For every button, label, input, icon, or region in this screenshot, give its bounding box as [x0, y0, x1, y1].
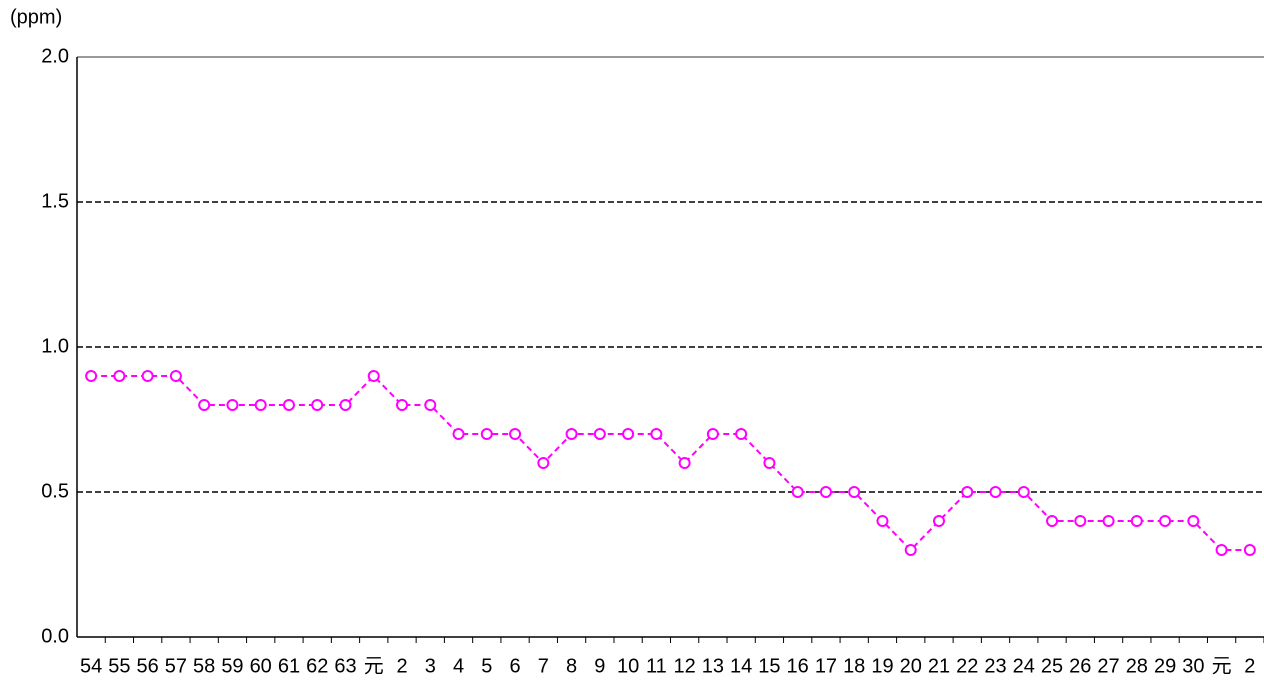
x-tick-label: 8 [566, 655, 577, 677]
data-point [819, 486, 832, 498]
data-point [226, 399, 239, 411]
x-tick-label: 23 [984, 655, 1006, 677]
x-tick-label: 13 [702, 655, 724, 677]
data-point [141, 370, 154, 382]
data-point [85, 370, 98, 382]
data-point [339, 399, 352, 411]
data-point [989, 486, 1002, 498]
data-point [282, 399, 295, 411]
y-tick-label: 0.0 [41, 625, 69, 647]
data-point [876, 515, 889, 527]
data-point [1102, 515, 1115, 527]
data-point [113, 370, 126, 382]
data-point [452, 428, 465, 440]
data-point [791, 486, 804, 498]
x-tick-label: 4 [453, 655, 464, 677]
data-point [1243, 544, 1256, 556]
x-tick-label: 18 [843, 655, 865, 677]
data-point [537, 457, 550, 469]
data-point [1046, 515, 1059, 527]
x-tick-label: 57 [165, 655, 187, 677]
data-point [678, 457, 691, 469]
x-tick-label: 19 [871, 655, 893, 677]
x-tick-label: 17 [815, 655, 837, 677]
x-tick-label: 21 [928, 655, 950, 677]
y-tick-label: 2.0 [41, 45, 69, 67]
x-tick-label: 63 [334, 655, 356, 677]
x-tick-label: 2 [396, 655, 407, 677]
y-tick-label: 0.5 [41, 480, 69, 502]
y-axis-label: (ppm) [10, 6, 62, 28]
data-point [565, 428, 578, 440]
x-tick-label: 9 [594, 655, 605, 677]
data-point [367, 370, 380, 382]
x-tick-label: 28 [1126, 655, 1148, 677]
x-tick-label: 24 [1013, 655, 1035, 677]
data-point [706, 428, 719, 440]
data-point [311, 399, 324, 411]
x-tick-label: 60 [250, 655, 272, 677]
data-point [593, 428, 606, 440]
y-tick-label: 1.0 [41, 335, 69, 357]
data-point [904, 544, 917, 556]
x-tick-label: 59 [221, 655, 243, 677]
x-tick-label: 22 [956, 655, 978, 677]
data-point [198, 399, 211, 411]
y-tick-label: 1.5 [41, 190, 69, 212]
x-tick-label: 元 [364, 655, 384, 677]
x-tick-label: 6 [509, 655, 520, 677]
x-tick-label: 58 [193, 655, 215, 677]
x-tick-label: 7 [538, 655, 549, 677]
data-point [1215, 544, 1228, 556]
x-tick-label: 15 [758, 655, 780, 677]
x-tick-label: 26 [1069, 655, 1091, 677]
x-tick-label: 27 [1097, 655, 1119, 677]
data-point [763, 457, 776, 469]
x-tick-label: 55 [108, 655, 130, 677]
x-tick-label: 3 [425, 655, 436, 677]
data-point [1187, 515, 1200, 527]
x-tick-label: 12 [674, 655, 696, 677]
data-point [1159, 515, 1172, 527]
data-point [1017, 486, 1030, 498]
x-tick-label: 62 [306, 655, 328, 677]
data-point [254, 399, 267, 411]
data-point [932, 515, 945, 527]
x-tick-label: 54 [80, 655, 102, 677]
data-point [1074, 515, 1087, 527]
x-tick-label: 25 [1041, 655, 1063, 677]
data-point [848, 486, 861, 498]
data-point [396, 399, 409, 411]
data-point [169, 370, 182, 382]
data-point [424, 399, 437, 411]
x-tick-label: 10 [617, 655, 639, 677]
data-point [509, 428, 522, 440]
x-tick-label: 元 [1212, 655, 1232, 677]
x-tick-label: 61 [278, 655, 300, 677]
data-point [480, 428, 493, 440]
x-tick-label: 11 [646, 655, 667, 677]
x-tick-label: 56 [137, 655, 159, 677]
x-tick-label: 16 [787, 655, 809, 677]
data-point [735, 428, 748, 440]
x-tick-label: 5 [481, 655, 492, 677]
data-point [961, 486, 974, 498]
data-point [1130, 515, 1143, 527]
data-point [622, 428, 635, 440]
x-tick-label: 14 [730, 655, 752, 677]
x-tick-label: 20 [900, 655, 922, 677]
x-tick-label: 29 [1154, 655, 1176, 677]
x-tick-label: 2 [1244, 655, 1255, 677]
data-point [650, 428, 663, 440]
x-tick-label: 30 [1182, 655, 1204, 677]
